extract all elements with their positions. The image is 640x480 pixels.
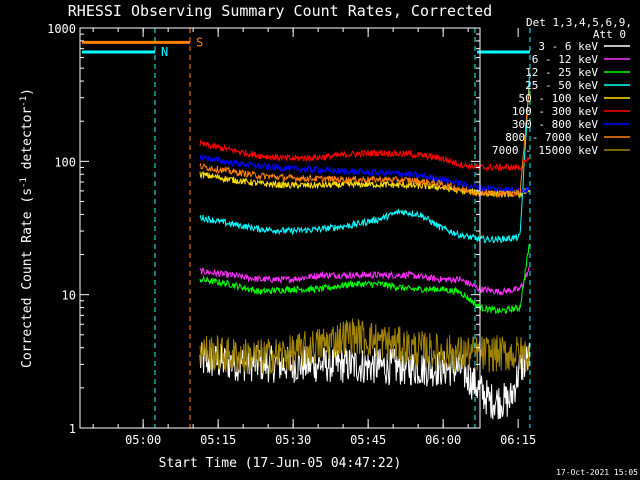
- y-axis-label-sup1: -1: [19, 177, 29, 188]
- plot-area: SN: [82, 28, 531, 428]
- plot-frame: [79, 27, 481, 429]
- x-tick-label-0615: 06:15: [500, 433, 536, 447]
- y-axis-label: Corrected Count Rate (s-1 detector-1): [19, 88, 35, 368]
- x-axis-label: Start Time (17-Jun-05 04:47:22): [159, 456, 402, 471]
- axes: 1 10 100 1000 05:00 05:15 05:30 05:45 06:00 06:15: [47, 22, 536, 447]
- legend-header-line2: Att 0: [593, 28, 626, 41]
- legend-label-25-50-kev: 25 - 50 keV: [525, 79, 598, 92]
- x-tick-label-0500: 05:00: [125, 433, 161, 447]
- legend-label-6-12-kev: 6 - 12 keV: [532, 53, 599, 66]
- footer-timestamp: 17-Oct-2021 15:05: [556, 468, 638, 477]
- series-line-12-25-kev: [199, 243, 530, 315]
- x-tick-label-0545: 05:45: [350, 433, 386, 447]
- y-tick-label-100: 100: [54, 155, 76, 169]
- y-tick-label-1000: 1000: [47, 22, 76, 36]
- legend-label-800-7000-kev: 800 - 7000 keV: [505, 131, 598, 144]
- series-line-100-300-kev: [199, 139, 530, 173]
- y-tick-label-10: 10: [62, 289, 76, 303]
- x-tick-label-0515: 05:15: [200, 433, 236, 447]
- legend-label-3-6-kev: 3 - 6 keV: [538, 40, 598, 53]
- series-line-6-12-kev: [199, 266, 530, 296]
- legend-header-line1: Det 1,3,4,5,6,9,: [526, 16, 632, 29]
- y-axis-label-part2: detector: [20, 107, 35, 178]
- series-line-300-800-kev: [199, 153, 530, 195]
- y-tick-label-1: 1: [69, 422, 76, 436]
- chart-title: RHESSI Observing Summary Count Rates, Co…: [68, 2, 492, 20]
- x-tick-label-0530: 05:30: [275, 433, 311, 447]
- legend-label-300-800-kev: 300 - 800 keV: [512, 118, 598, 131]
- legend-label-100-300-kev: 100 - 300 keV: [512, 105, 598, 118]
- series-line-800-7000-kev: [199, 85, 530, 198]
- series-line-7000-15000-kev: [199, 318, 530, 375]
- flag-label-n: N: [161, 45, 168, 59]
- legend-label-7000-15000-kev: 7000 - 15000 keV: [492, 144, 598, 157]
- y-axis-label-sup2: -1: [19, 96, 29, 107]
- y-axis-label-part3: ): [20, 88, 35, 96]
- y-axis-label-part1: Corrected Count Rate (s: [20, 188, 35, 368]
- x-tick-label-0600: 06:00: [425, 433, 461, 447]
- series-line-25-50-kev: [199, 76, 530, 244]
- legend-label-50-100-kev: 50 - 100 keV: [519, 92, 599, 105]
- flag-label-s: S: [196, 35, 203, 49]
- legend-label-12-25-kev: 12 - 25 keV: [525, 66, 598, 79]
- series-line-50-100-kev: [199, 170, 530, 200]
